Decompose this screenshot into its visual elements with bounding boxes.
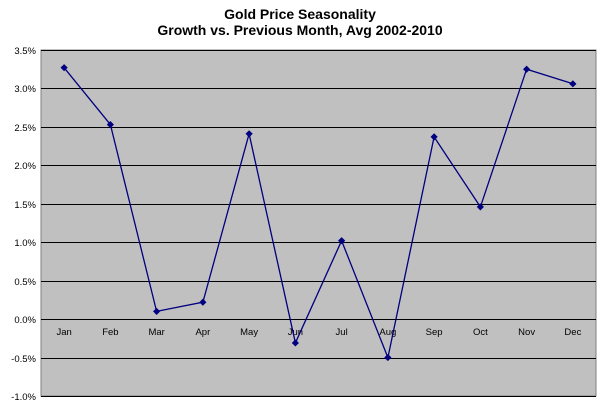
y-tick-label: -0.5% — [11, 354, 36, 365]
x-axis-tick-labels: Jan Feb Mar Apr May Jun Jul Aug Sep Oct Nov Dec — [56, 327, 581, 338]
data-point-marker — [523, 65, 531, 73]
x-tick-label: Apr — [195, 327, 210, 338]
x-tick-label: Dec — [564, 327, 581, 338]
data-markers — [60, 64, 577, 362]
data-point-marker — [384, 353, 392, 362]
plot-area — [40, 49, 597, 397]
x-tick-label: Nov — [518, 327, 535, 338]
x-tick-label: Aug — [379, 327, 396, 338]
y-tick-label: 3.0% — [14, 84, 36, 95]
x-tick-label: Jul — [336, 327, 348, 338]
x-tick-label: Feb — [102, 327, 118, 338]
y-tick-label: 2.5% — [14, 123, 36, 134]
y-tick-label: 0.5% — [14, 277, 36, 288]
y-tick-label: 3.5% — [14, 46, 36, 57]
data-point-marker — [245, 130, 253, 138]
chart-title: Gold Price Seasonality — [224, 6, 376, 22]
x-tick-label: Mar — [148, 327, 164, 338]
data-point-marker — [569, 80, 577, 88]
x-tick-label: Jan — [56, 327, 71, 338]
data-point-marker — [291, 339, 299, 347]
y-tick-label: 1.5% — [14, 200, 36, 211]
data-point-marker — [153, 307, 161, 316]
y-tick-label: 2.0% — [14, 161, 36, 172]
data-point-marker — [106, 120, 114, 129]
data-point-marker — [60, 64, 68, 72]
y-tick-label: 1.0% — [14, 238, 36, 249]
x-tick-label: May — [240, 327, 258, 338]
y-tick-label: -1.0% — [11, 392, 36, 403]
y-axis-tick-labels: 3.5% 3.0% 2.5% 2.0% 1.5% 1.0% 0.5% 0.0% -0.5% -1.… — [11, 46, 36, 403]
data-point-marker — [476, 203, 484, 211]
series-line — [63, 67, 574, 360]
x-tick-label: Oct — [473, 327, 488, 338]
data-point-marker — [338, 237, 346, 245]
data-point-marker — [430, 133, 438, 141]
y-tick-label: 0.0% — [14, 315, 36, 326]
gridlines — [41, 50, 596, 397]
x-tick-label: Jun — [288, 327, 303, 338]
chart-subtitle: Growth vs. Previous Month, Avg 2002-2010 — [157, 22, 443, 38]
data-point-marker — [199, 298, 207, 306]
x-tick-label: Sep — [426, 327, 443, 338]
